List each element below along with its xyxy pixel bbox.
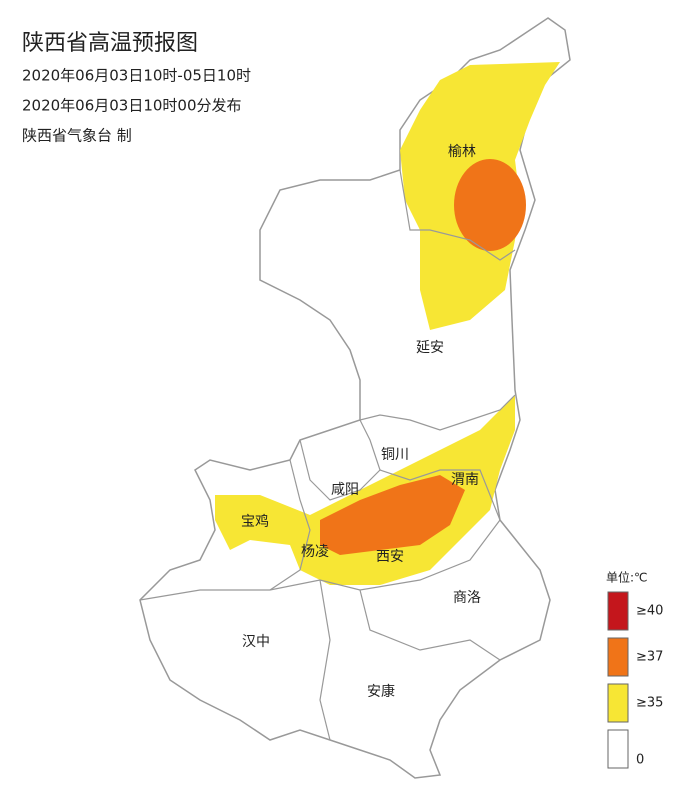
legend: ≥40 ≥37 ≥35 0 bbox=[607, 591, 663, 769]
district-border bbox=[399, 169, 516, 261]
legend-label: ≥37 bbox=[636, 650, 663, 665]
city-label: 汉中 bbox=[242, 634, 270, 650]
district-border bbox=[379, 469, 501, 521]
city-label: 延安 bbox=[416, 340, 444, 356]
legend-unit: 单位:℃ bbox=[606, 570, 648, 585]
title: 陕西省高温预报图 bbox=[22, 31, 198, 56]
legend-swatch bbox=[607, 729, 629, 769]
city-label: 宝鸡 bbox=[241, 513, 269, 530]
city-label: 商洛 bbox=[453, 590, 481, 606]
city-label: 渭南 bbox=[451, 472, 479, 488]
legend-swatch bbox=[607, 591, 629, 631]
district-border bbox=[359, 589, 501, 661]
city-label: 榆林 bbox=[448, 144, 476, 160]
city-label: 杨凌 bbox=[301, 544, 329, 560]
subtitle: 2020年06月03日10时00分发布 bbox=[22, 97, 242, 115]
legend-swatch bbox=[607, 637, 629, 677]
legend-swatch bbox=[607, 683, 629, 723]
district-border bbox=[359, 394, 516, 431]
subtitle: 2020年06月03日10时-05日10时 bbox=[22, 67, 251, 85]
heat-zone bbox=[320, 475, 465, 555]
city-label: 西安 bbox=[376, 549, 404, 565]
district-border bbox=[269, 459, 311, 591]
heat-zone bbox=[215, 395, 515, 585]
legend-label: ≥35 bbox=[636, 696, 663, 711]
subtitle: 陕西省气象台 制 bbox=[22, 127, 132, 145]
district-border bbox=[139, 519, 501, 601]
city-label: 铜川 bbox=[381, 447, 409, 463]
district-border bbox=[319, 579, 331, 741]
city-label: 咸阳 bbox=[331, 482, 359, 498]
legend-label: ≥40 bbox=[636, 604, 663, 619]
district-border bbox=[299, 419, 381, 501]
heat-zone bbox=[454, 159, 526, 251]
legend-label: 0 bbox=[636, 753, 644, 768]
city-label: 安康 bbox=[367, 683, 395, 700]
